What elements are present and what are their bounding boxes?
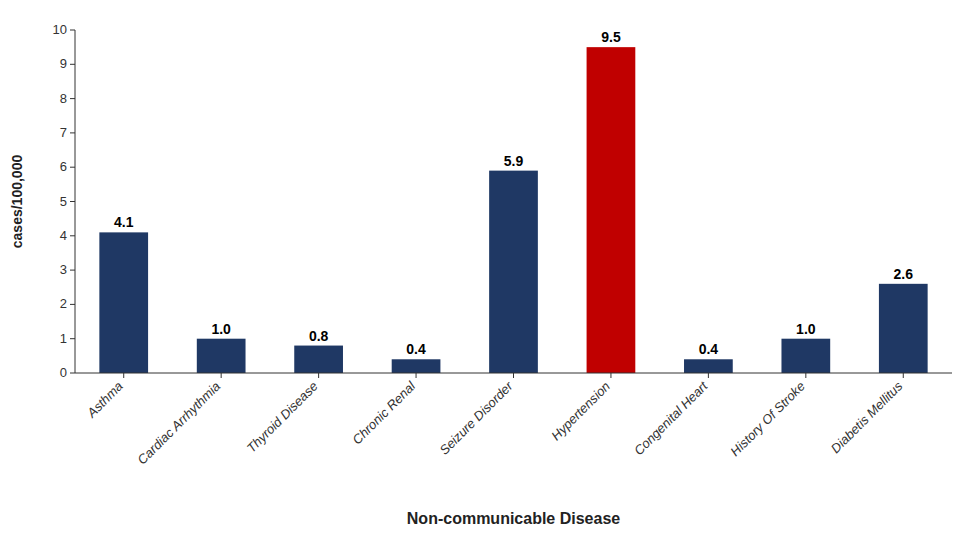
x-tick — [416, 373, 417, 378]
x-tick-label: Chronic Renal — [349, 378, 419, 448]
data-label: 9.5 — [601, 29, 621, 45]
x-tick — [708, 373, 709, 378]
bar — [489, 171, 538, 373]
y-tick — [70, 338, 75, 339]
data-label: 2.6 — [894, 266, 914, 282]
y-tick — [70, 304, 75, 305]
axes: 0 1 2 3 4 5 6 7 8 9 10 AsthmaCardiac Arrhythmia Thyr… — [53, 22, 952, 467]
chart-container: 4.1 1.0 0.8 0.4 5.9 9.5 0.4 1.0 2.6 0 1 2 3 4 5 6 7 8 9 10 A… — [0, 0, 977, 538]
x-tick — [318, 373, 319, 378]
y-tick-label: 4 — [60, 228, 67, 243]
y-tick-label: 1 — [60, 331, 67, 346]
bar — [99, 232, 148, 373]
x-tick-label: Diabetis Mellitus — [828, 378, 906, 456]
y-tick-label: 0 — [60, 365, 67, 380]
bar — [392, 359, 441, 373]
y-tick — [70, 201, 75, 202]
y-tick-label: 5 — [60, 194, 67, 209]
data-label: 5.9 — [504, 153, 524, 169]
data-label: 0.4 — [699, 341, 719, 357]
y-tick — [70, 373, 75, 374]
y-tick-label: 9 — [60, 56, 67, 71]
x-tick-label: Cardiac Arrhythmia — [134, 379, 223, 468]
y-tick — [70, 98, 75, 99]
bars — [99, 47, 927, 373]
x-tick-label: Seizure Disorder — [437, 378, 517, 458]
bar — [684, 359, 733, 373]
chart-svg: 4.1 1.0 0.8 0.4 5.9 9.5 0.4 1.0 2.6 0 1 2 3 4 5 6 7 8 9 10 A… — [0, 0, 977, 538]
x-tick-label: Congenital Heart — [631, 378, 712, 459]
bar — [294, 346, 343, 373]
y-tick-label: 10 — [53, 22, 67, 37]
y-tick-label: 8 — [60, 91, 67, 106]
x-tick-label: Thyroid Disease — [244, 379, 321, 456]
x-tick-label: Asthma — [83, 379, 125, 421]
y-tick — [70, 64, 75, 65]
x-axis-label: Non-communicable Disease — [407, 510, 621, 527]
x-tick — [805, 373, 806, 378]
data-label: 0.8 — [309, 328, 329, 344]
y-tick — [70, 235, 75, 236]
bar — [197, 339, 246, 373]
y-tick-label: 7 — [60, 125, 67, 140]
x-tick — [610, 373, 611, 378]
data-label: 4.1 — [114, 214, 134, 230]
x-tick-label: History Of Stroke — [727, 379, 808, 460]
x-tick — [123, 373, 124, 378]
x-tick — [513, 373, 514, 378]
bar — [587, 47, 636, 373]
bar — [781, 339, 830, 373]
bar — [879, 284, 928, 373]
x-tick-label: Hypertension — [548, 379, 613, 444]
y-tick — [70, 30, 75, 31]
data-label: 1.0 — [211, 321, 231, 337]
x-tick — [221, 373, 222, 378]
y-tick — [70, 270, 75, 271]
y-tick-label: 3 — [60, 262, 67, 277]
y-tick — [70, 132, 75, 133]
data-label: 0.4 — [406, 341, 426, 357]
data-label: 1.0 — [796, 321, 816, 337]
data-labels: 4.1 1.0 0.8 0.4 5.9 9.5 0.4 1.0 2.6 — [114, 29, 913, 357]
y-axis-label: cases/100,000 — [9, 155, 25, 249]
x-tick — [903, 373, 904, 378]
y-tick — [70, 167, 75, 168]
y-tick-label: 6 — [60, 159, 67, 174]
y-tick-label: 2 — [60, 296, 67, 311]
